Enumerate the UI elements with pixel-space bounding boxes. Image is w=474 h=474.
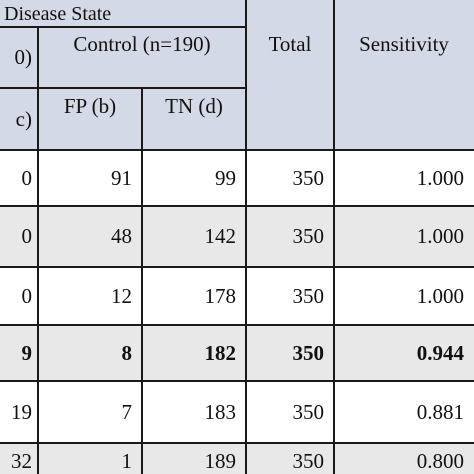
fp-cell: 7	[121, 399, 133, 424]
total-cell: 350	[292, 399, 325, 424]
header-divider	[0, 26, 246, 28]
column-divider	[141, 88, 143, 474]
total-header: Total	[268, 31, 312, 56]
column-divider	[245, 0, 247, 474]
sensitivity-header: Sensitivity	[359, 31, 449, 56]
table-header-background	[0, 0, 474, 150]
header-divider	[0, 87, 246, 89]
fp-cell: 48	[111, 224, 132, 248]
tp-cell: 19	[11, 399, 32, 424]
sensitivity-cell: 0.881	[416, 399, 464, 424]
fp-cell: 8	[121, 340, 133, 365]
sensitivity-cell: 1.000	[416, 165, 464, 190]
tn-cell: 142	[204, 224, 237, 248]
disease-count-header-partial: 0)	[14, 44, 33, 69]
row-divider	[0, 442, 474, 444]
total-cell: 350	[292, 224, 325, 248]
column-divider	[333, 0, 335, 474]
tn-cell: 189	[204, 449, 237, 473]
tp-cell: 9	[21, 340, 33, 365]
tn-cell: 178	[204, 283, 237, 308]
total-cell: 350	[292, 449, 325, 473]
disease-state-header: Disease State	[4, 2, 112, 25]
sensitivity-cell: 0.944	[416, 340, 464, 365]
table-row	[0, 206, 474, 267]
tn-cell: 182	[204, 340, 237, 365]
total-cell: 350	[292, 165, 325, 190]
row-divider	[0, 205, 474, 207]
tp-cell: 0	[21, 224, 33, 248]
fp-cell: 1	[121, 449, 133, 473]
tn-cell: 183	[204, 399, 237, 424]
row-divider	[0, 380, 474, 382]
tp-cell: 0	[21, 165, 33, 190]
control-header: Control (n=190)	[73, 31, 211, 56]
fp-cell: 12	[111, 283, 132, 308]
row-divider	[0, 266, 474, 268]
tp-cell: 32	[11, 449, 32, 473]
tn-header: TN (d)	[165, 93, 223, 118]
table-row	[0, 443, 474, 474]
fp-header: FP (b)	[63, 93, 117, 118]
tn-cell: 99	[215, 165, 236, 190]
table-row	[0, 325, 474, 381]
row-divider	[0, 149, 474, 151]
tp-header-partial: c)	[15, 106, 32, 131]
total-cell: 350	[292, 340, 325, 365]
sensitivity-cell: 1.000	[416, 224, 464, 248]
sensitivity-cell: 0.800	[416, 449, 464, 473]
fp-cell: 91	[111, 165, 132, 190]
sensitivity-cell: 1.000	[416, 283, 464, 308]
row-divider	[0, 324, 474, 326]
total-cell: 350	[292, 283, 325, 308]
tp-cell: 0	[21, 283, 33, 308]
column-divider	[37, 27, 39, 474]
